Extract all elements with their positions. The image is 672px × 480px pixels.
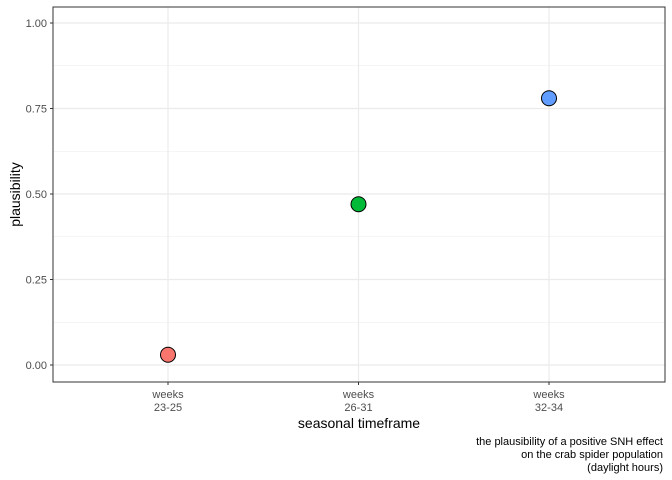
y-axis-title: plausibility bbox=[7, 162, 23, 227]
data-point bbox=[541, 90, 557, 107]
caption: the plausibility of a positive SNH effec… bbox=[476, 436, 663, 474]
x-tick-label: weeks 26-31 bbox=[342, 389, 375, 414]
y-tick-label: 0.25 bbox=[26, 275, 47, 287]
caption-line-1: the plausibility of a positive SNH effec… bbox=[476, 436, 663, 448]
data-points bbox=[160, 90, 557, 363]
x-axis-title: seasonal timeframe bbox=[298, 415, 420, 431]
x-tick-label: weeks 32-34 bbox=[532, 389, 565, 414]
y-tick-label: 0.50 bbox=[26, 189, 47, 201]
x-tick-label: weeks 23-25 bbox=[151, 389, 184, 414]
y-tick-label: 0.75 bbox=[26, 104, 47, 116]
caption-line-3: (daylight hours) bbox=[587, 462, 663, 474]
data-point bbox=[160, 346, 176, 363]
major-gridlines bbox=[53, 7, 665, 382]
y-tick-label: 1.00 bbox=[26, 18, 47, 30]
y-tick-label: 0.00 bbox=[26, 360, 47, 372]
caption-line-2: on the crab spider population bbox=[521, 449, 663, 461]
y-axis: 0.00 0.25 0.50 0.75 1.00 bbox=[26, 18, 53, 372]
data-point bbox=[350, 196, 367, 213]
x-axis: weeks 23-25 weeks 26-31 weeks 32-34 bbox=[151, 382, 565, 414]
